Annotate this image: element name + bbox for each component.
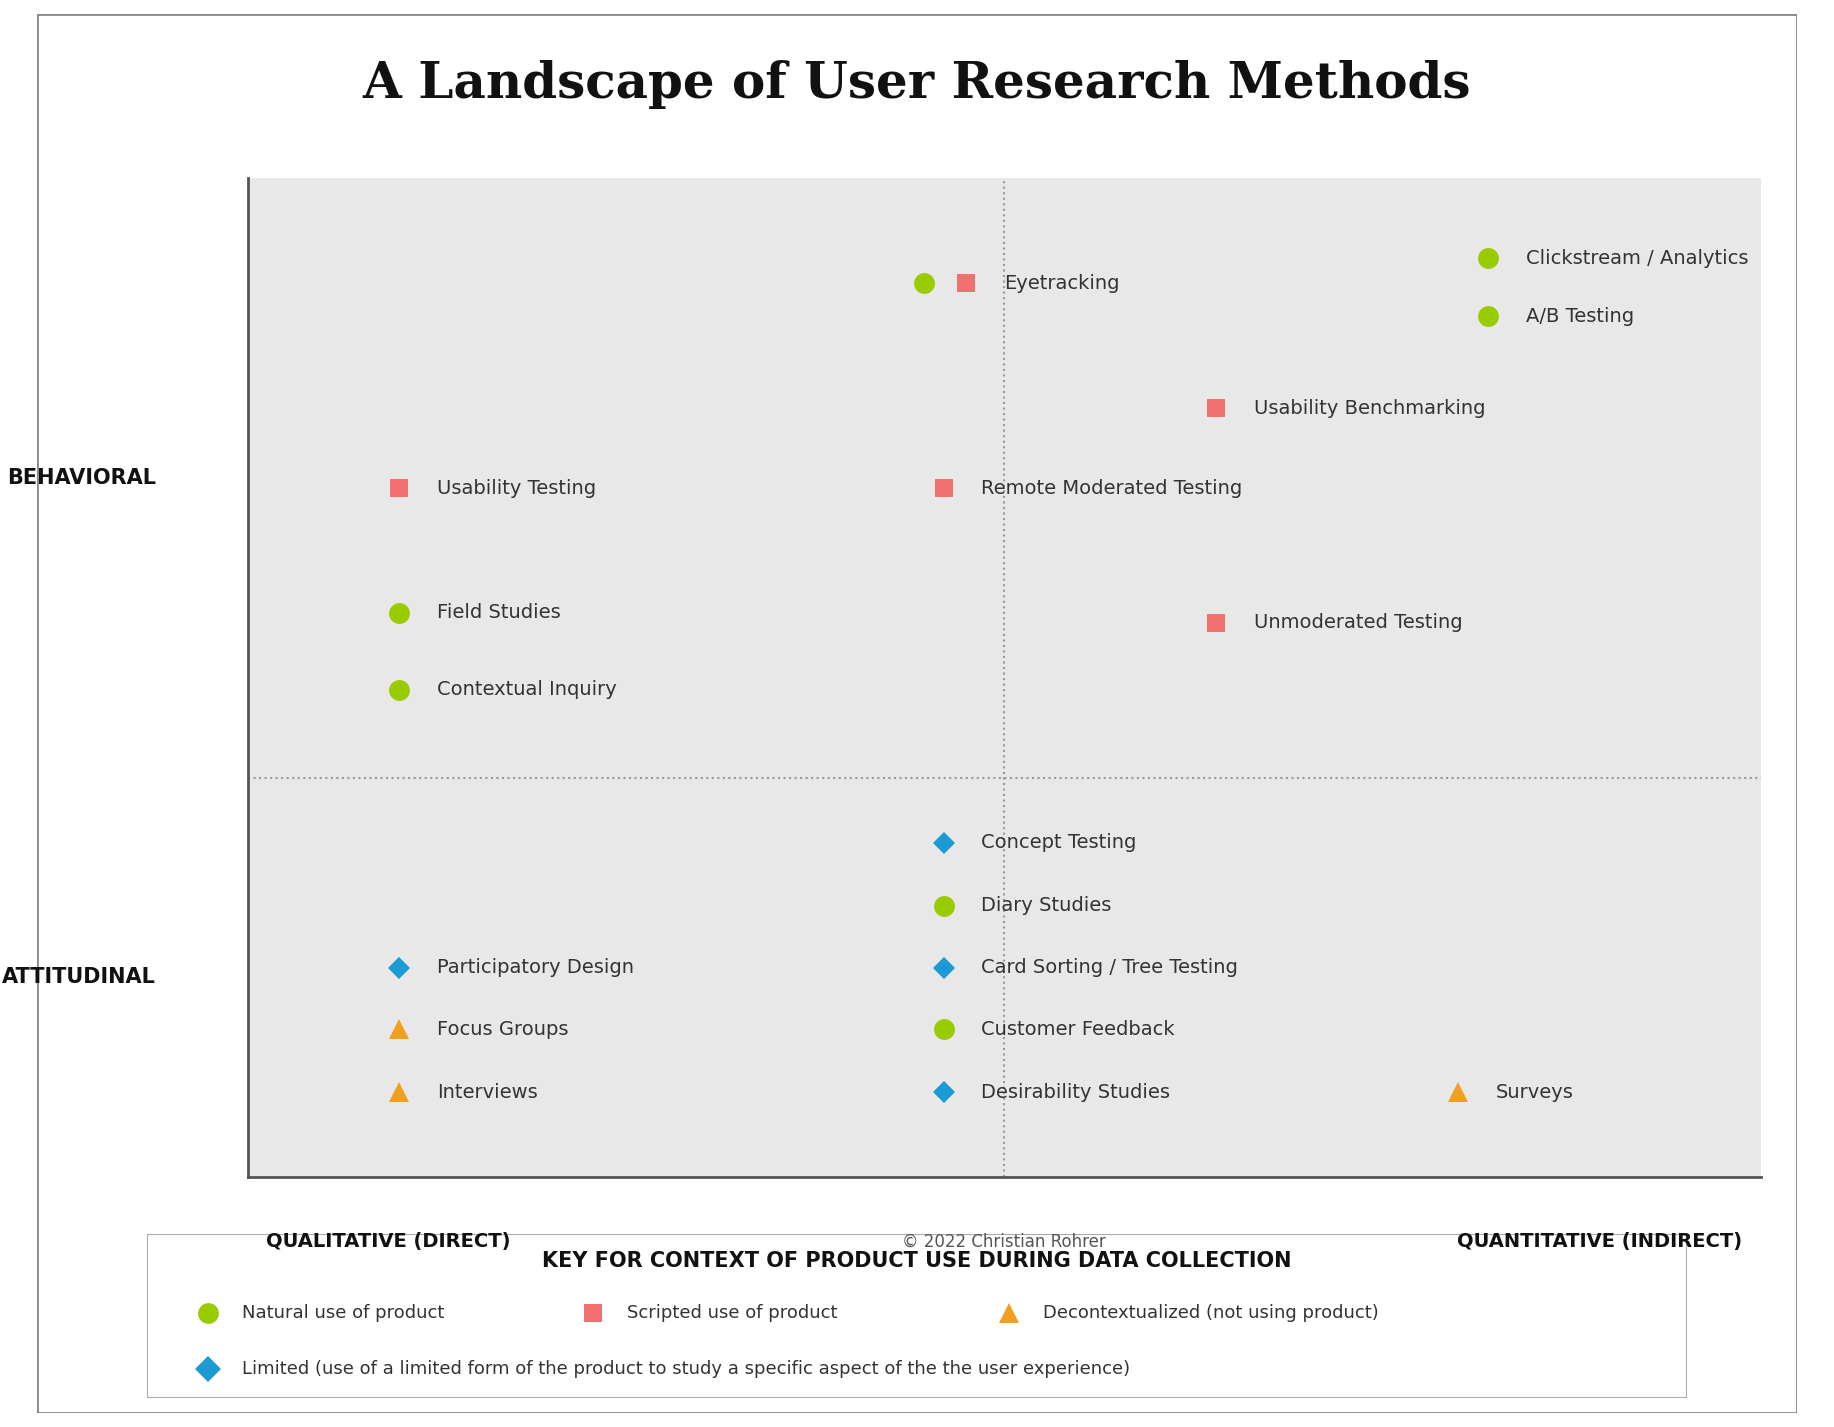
Text: A Landscape of User Research Methods: A Landscape of User Research Methods [363, 60, 1471, 108]
Text: Desirability Studies: Desirability Studies [981, 1083, 1170, 1102]
Text: Usability Testing: Usability Testing [436, 478, 596, 498]
Text: Scripted use of product: Scripted use of product [627, 1304, 838, 1323]
Text: KEY FOR CONTEXT OF PRODUCT USE DURING DATA COLLECTION: KEY FOR CONTEXT OF PRODUCT USE DURING DA… [543, 1250, 1291, 1270]
Text: Decontextualized (not using product): Decontextualized (not using product) [1044, 1304, 1379, 1323]
Text: BEHAVIORAL: BEHAVIORAL [7, 468, 156, 488]
Text: A/B Testing: A/B Testing [1526, 307, 1634, 325]
Text: Remote Moderated Testing: Remote Moderated Testing [981, 478, 1243, 498]
Text: Contextual Inquiry: Contextual Inquiry [436, 681, 616, 699]
Text: Card Sorting / Tree Testing: Card Sorting / Tree Testing [981, 958, 1238, 977]
Text: Field Studies: Field Studies [436, 604, 561, 622]
Text: Participatory Design: Participatory Design [436, 958, 635, 977]
Text: QUALITATIVE (DIRECT): QUALITATIVE (DIRECT) [266, 1232, 510, 1251]
Text: ATTITUDINAL: ATTITUDINAL [2, 968, 156, 987]
Text: Interviews: Interviews [436, 1083, 537, 1102]
Text: Usability Benchmarking: Usability Benchmarking [1254, 398, 1486, 418]
Text: Eyetracking: Eyetracking [1005, 274, 1119, 293]
Text: Customer Feedback: Customer Feedback [981, 1020, 1176, 1039]
Text: Limited (use of a limited form of the product to study a specific aspect of the : Limited (use of a limited form of the pr… [242, 1360, 1130, 1378]
Text: Diary Studies: Diary Studies [981, 896, 1111, 915]
Text: Focus Groups: Focus Groups [436, 1020, 569, 1039]
Text: Natural use of product: Natural use of product [242, 1304, 444, 1323]
Text: Concept Testing: Concept Testing [981, 833, 1137, 852]
Text: Unmoderated Testing: Unmoderated Testing [1254, 614, 1462, 632]
Text: Surveys: Surveys [1497, 1083, 1574, 1102]
FancyBboxPatch shape [37, 14, 1797, 1413]
Text: QUANTITATIVE (INDIRECT): QUANTITATIVE (INDIRECT) [1458, 1232, 1742, 1251]
Text: Clickstream / Analytics: Clickstream / Analytics [1526, 248, 1748, 268]
Text: © 2022 Christian Rohrer: © 2022 Christian Rohrer [902, 1233, 1106, 1250]
